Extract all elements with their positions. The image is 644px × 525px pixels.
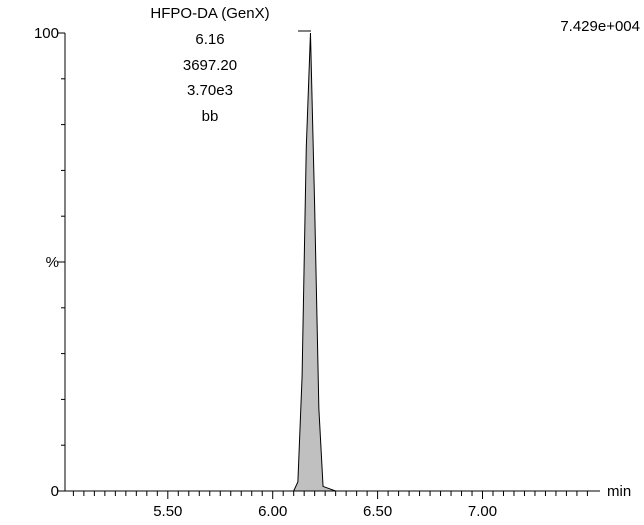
peak-annotation: 3.70e3 xyxy=(187,82,233,99)
y-tick-label: % xyxy=(46,254,59,271)
intensity-label: 7.429e+004 xyxy=(560,18,640,35)
x-tick-label: 7.00 xyxy=(468,503,497,520)
peak-annotation: HFPO-DA (GenX) xyxy=(150,5,269,22)
x-tick-label: 5.50 xyxy=(153,503,182,520)
peak-area xyxy=(65,32,600,492)
peak-annotation: 3697.20 xyxy=(183,57,237,74)
x-axis-label: min xyxy=(607,483,631,500)
x-tick-label: 6.00 xyxy=(258,503,287,520)
peak-annotation: 6.16 xyxy=(195,31,224,48)
y-tick-label: 0 xyxy=(51,483,59,500)
x-tick-label: 6.50 xyxy=(363,503,392,520)
y-tick-label: 100 xyxy=(34,25,59,42)
peak-annotation: bb xyxy=(202,108,219,125)
